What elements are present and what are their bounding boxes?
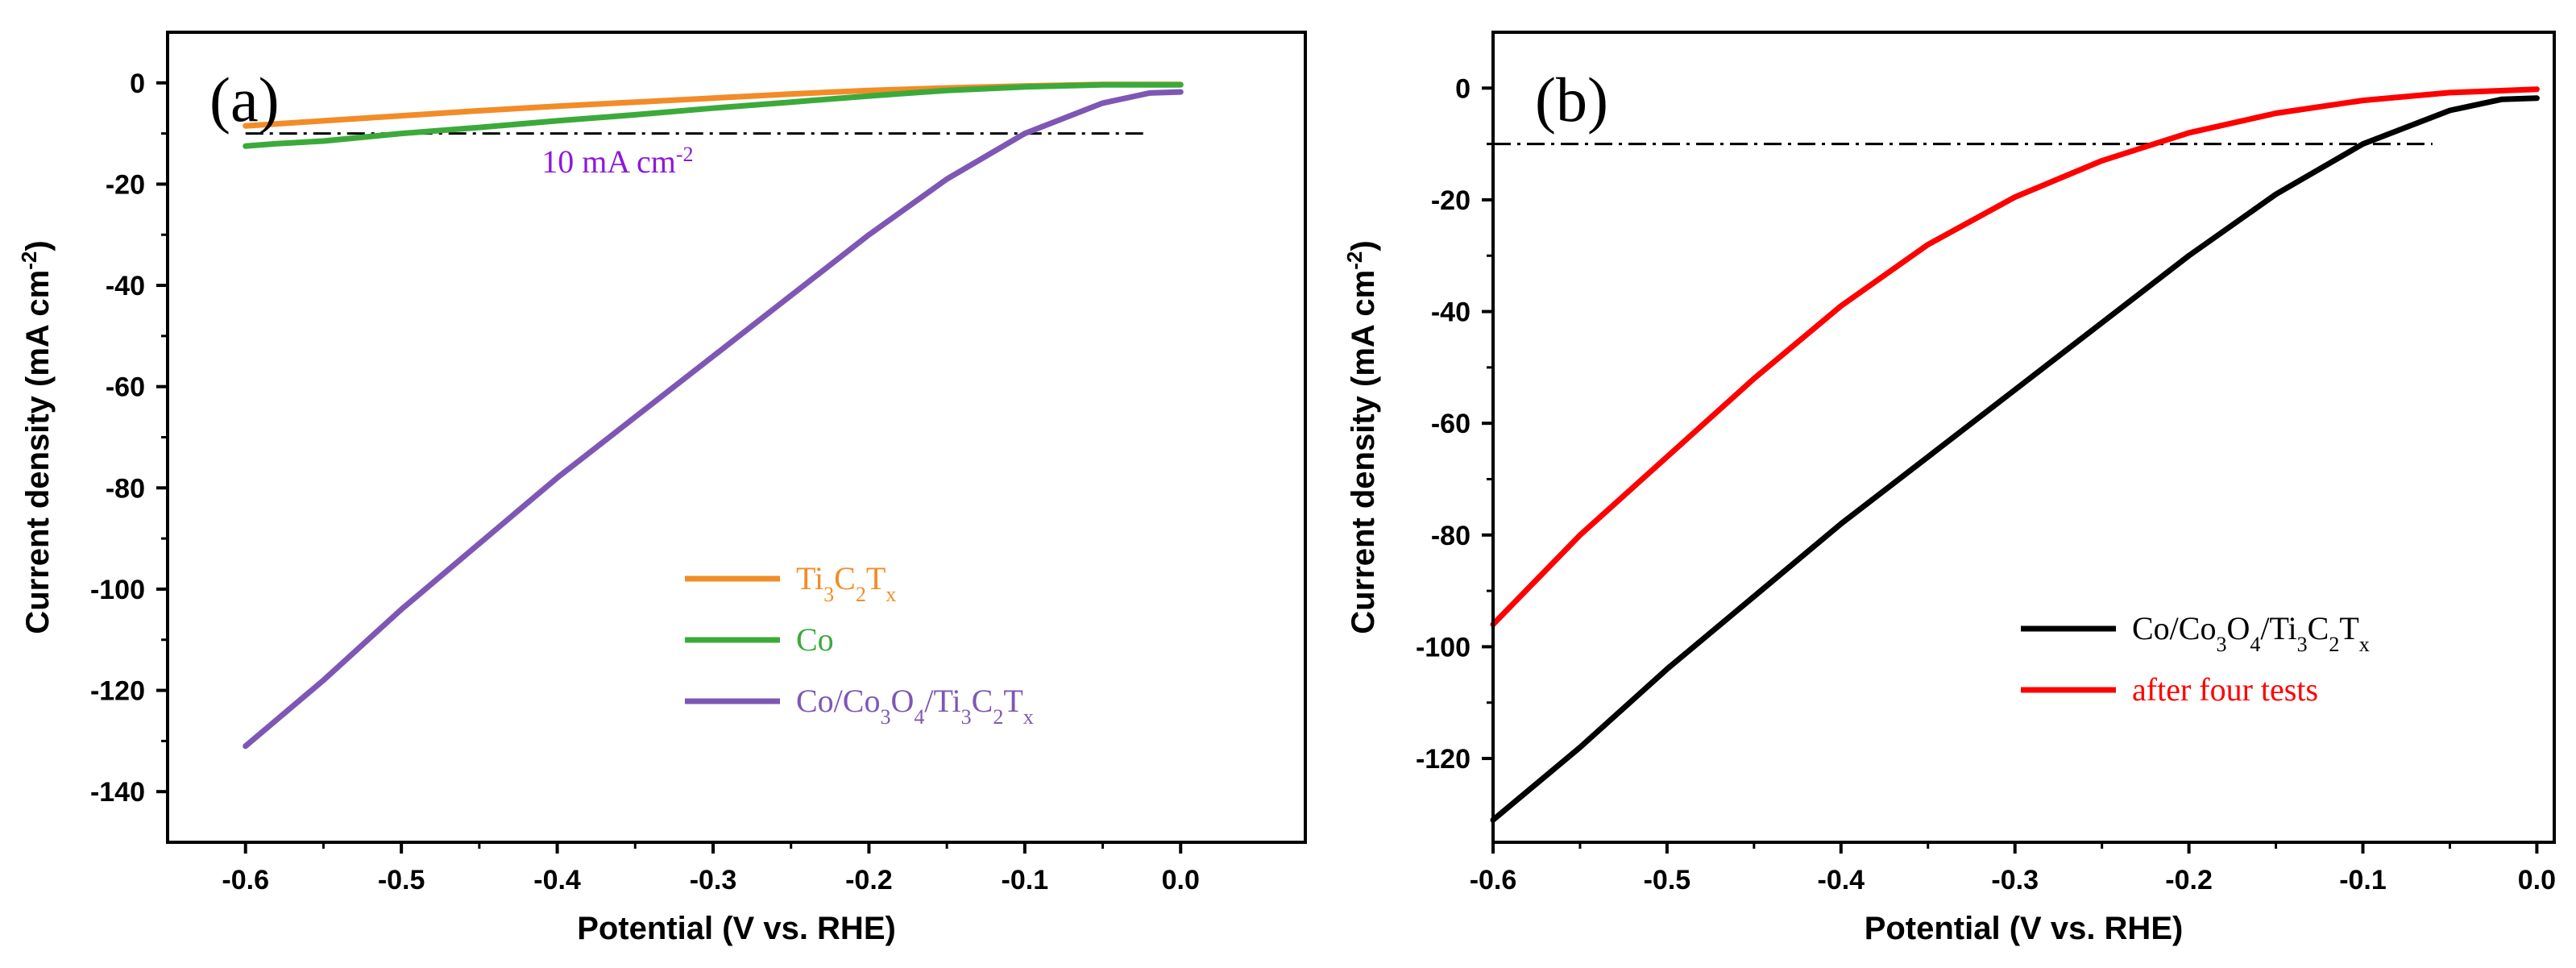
y-tick-label: -120 [1416, 744, 1471, 775]
y-tick-label: -20 [106, 169, 145, 200]
plot-frame [166, 31, 1307, 844]
x-tick-label: -0.2 [2165, 865, 2213, 895]
x-tick-label: -0.5 [1644, 865, 1691, 895]
plot-frame [1491, 31, 2556, 844]
x-tick-label: 0.0 [1162, 865, 1200, 895]
x-tick-label: -0.4 [533, 865, 581, 895]
y-tick-label: -100 [1416, 632, 1471, 663]
y-tick-label: -60 [106, 372, 145, 403]
x-tick-label: -0.3 [1991, 865, 2039, 895]
y-tick-label: -140 [90, 777, 145, 808]
series-line-0 [1490, 95, 2540, 823]
legend-label-0: Ti3C2Tx [796, 560, 896, 606]
y-tick-label: -120 [90, 676, 145, 707]
legend-label-1: after four tests [2132, 671, 2318, 708]
y-axis-title: Current density (mA cm-2) [17, 240, 56, 634]
panel-label: (a) [209, 64, 280, 135]
x-tick-label: -0.6 [222, 865, 269, 895]
y-tick-label: -40 [1431, 297, 1471, 328]
x-tick-label: -0.1 [1002, 865, 1049, 895]
y-tick-label: 0 [130, 69, 145, 99]
x-tick-label: -0.6 [1470, 865, 1517, 895]
annotation-10ma: 10 mA cm-2 [541, 143, 693, 181]
y-tick-label: 0 [1455, 73, 1471, 104]
x-tick-label: 0.0 [2518, 865, 2556, 895]
x-tick-label: -0.2 [845, 865, 893, 895]
y-tick-label: -20 [1431, 185, 1471, 216]
chart-panel-a: -0.6 -0.5 -0.4 -0.3 -0.2 -0.1 0.0 0 -20 -40 -60 -80… [17, 31, 1307, 946]
panel-label: (b) [1535, 64, 1608, 135]
y-tick-label: -100 [90, 575, 145, 605]
x-tick-label: -0.3 [690, 865, 737, 895]
y-tick-label: -60 [1431, 409, 1471, 439]
y-tick-label: -80 [1431, 521, 1471, 551]
x-tick-label: -0.4 [1818, 865, 1865, 895]
y-tick-label: -40 [106, 271, 145, 301]
legend-label-0: Co/Co3O4/Ti3C2Tx [2132, 610, 2370, 656]
y-axis-title: Current density (mA cm-2) [1342, 240, 1381, 634]
x-axis-title: Potential (V vs. RHE) [577, 911, 896, 946]
series-line-1 [1490, 86, 2540, 628]
y-tick-label: -80 [106, 473, 145, 504]
series-line-1 [243, 81, 1184, 149]
chart-panel-b: -0.6 -0.5 -0.4 -0.3 -0.2 -0.1 0.0 0 -20 -40 -60 -80… [1342, 31, 2556, 946]
series-line-2 [243, 89, 1184, 750]
legend-label-2: Co/Co3O4/Ti3C2Tx [796, 683, 1034, 729]
x-tick-label: -0.5 [378, 865, 425, 895]
series-line-0 [243, 81, 1184, 129]
x-axis-title: Potential (V vs. RHE) [1865, 911, 2184, 946]
x-tick-label: -0.1 [2339, 865, 2387, 895]
legend-label-1: Co [796, 621, 834, 658]
